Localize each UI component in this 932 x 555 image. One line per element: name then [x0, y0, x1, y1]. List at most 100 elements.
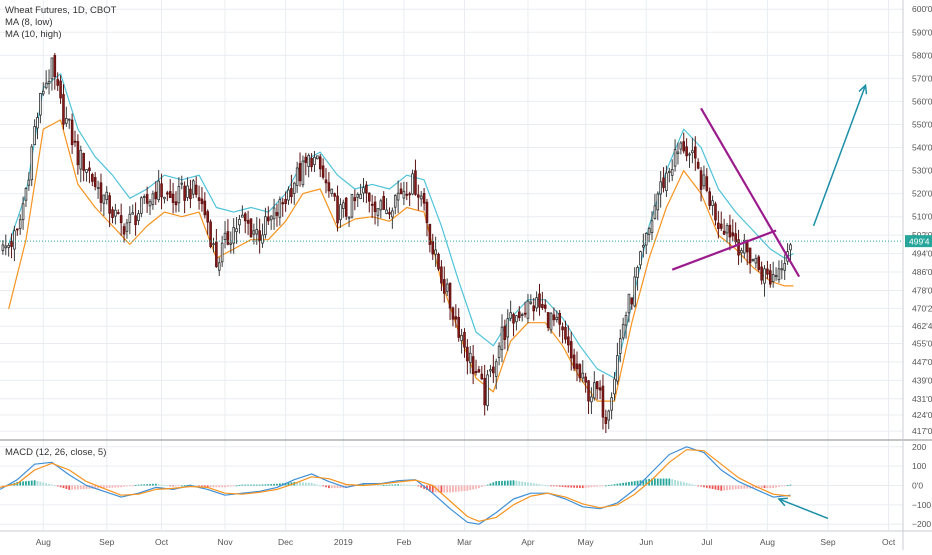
candle-body	[53, 55, 57, 78]
candle-body	[134, 215, 137, 226]
macd-histogram-bar	[460, 485, 463, 492]
last-price-badge	[905, 235, 932, 248]
candle-body	[578, 364, 582, 379]
candle-body	[771, 274, 775, 282]
candle-body	[238, 218, 241, 226]
macd-histogram-bar	[772, 485, 775, 489]
candle-body	[754, 257, 758, 264]
macd-histogram-bar	[227, 485, 229, 487]
candle-body	[93, 177, 97, 188]
time-tick-label: Jul	[701, 537, 712, 547]
macd-histogram-bar	[108, 485, 111, 488]
macd-histogram-bar	[593, 485, 596, 487]
macd-histogram-bar	[42, 482, 45, 486]
macd-histogram-bar	[163, 485, 166, 486]
macd-layer	[0, 446, 829, 525]
annotation-layer	[0, 83, 903, 278]
macd-histogram-bar	[319, 485, 322, 487]
candle-body	[509, 312, 512, 319]
candle-body	[339, 204, 342, 221]
macd-histogram-bar	[619, 483, 622, 486]
macd-histogram-bar	[126, 485, 128, 487]
macd-histogram-bar	[232, 485, 235, 487]
macd-histogram-bar	[137, 484, 140, 486]
macd-histogram-bar	[535, 483, 538, 486]
price-tick-label: 462'4	[912, 321, 932, 331]
macd-tick-label: 200	[912, 442, 926, 452]
macd-histogram-bar	[134, 485, 137, 486]
candle-body	[30, 146, 34, 181]
time-tick-label: Oct	[155, 537, 169, 547]
macd-histogram-bar	[446, 485, 449, 493]
candle-body	[679, 142, 683, 150]
candle-body	[105, 191, 109, 201]
candle-body	[73, 140, 77, 143]
macd-histogram-bar	[616, 483, 619, 486]
candle-body	[33, 126, 36, 146]
macd-histogram-bar	[599, 485, 601, 487]
macd-histogram-bar	[489, 483, 492, 486]
candle-body	[650, 220, 654, 233]
candle-body	[189, 188, 192, 200]
macd-histogram-bar	[734, 485, 737, 490]
candle-body	[581, 372, 585, 379]
candle-body	[607, 410, 611, 421]
macd-histogram-bar	[524, 482, 526, 486]
candle-body	[665, 172, 668, 191]
macd-histogram-bar	[302, 482, 304, 486]
candle-body	[376, 208, 380, 216]
macd-histogram-bar	[426, 485, 428, 491]
macd-histogram-bar	[578, 485, 581, 488]
macd-legend: MACD (12, 26, close, 5)	[5, 447, 106, 459]
candle-body	[186, 185, 189, 198]
candle-body	[183, 185, 186, 201]
macd-histogram-bar	[203, 485, 206, 487]
macd-histogram-bar	[117, 485, 120, 488]
macd-histogram-bar	[705, 485, 708, 488]
candle-body	[616, 355, 619, 382]
macd-histogram-bar	[180, 485, 183, 487]
candle-body	[367, 192, 371, 202]
macd-histogram-bar	[362, 483, 365, 486]
macd-histogram-bar	[247, 484, 250, 486]
candle-body	[174, 201, 178, 206]
candle-body	[292, 182, 296, 194]
candle-body	[148, 201, 152, 207]
candle-body	[287, 189, 290, 201]
candle-body	[79, 149, 83, 170]
candle-body	[194, 184, 198, 195]
macd-histogram-bar	[783, 485, 786, 487]
macd-histogram-bar	[630, 481, 633, 486]
candle-body	[96, 187, 100, 189]
candle-body	[70, 119, 74, 145]
time-tick-label: Sep	[99, 537, 114, 547]
candle-body	[639, 251, 642, 266]
candle-body	[717, 222, 720, 229]
macd-histogram-bar	[405, 484, 408, 486]
candle-body	[474, 371, 478, 374]
macd-histogram-bar	[515, 480, 518, 486]
candle-body	[82, 153, 85, 171]
candle-body	[88, 167, 91, 172]
candle-body	[151, 193, 155, 205]
macd-histogram-bar	[553, 485, 555, 487]
macd-histogram-bar	[567, 485, 570, 488]
candle-body	[385, 209, 388, 214]
macd-histogram-bar	[157, 484, 160, 486]
candle-body	[99, 182, 103, 203]
candle-body	[128, 213, 132, 223]
candle-body	[336, 195, 339, 224]
macd-histogram-bar	[700, 485, 702, 487]
candle-body	[471, 356, 475, 375]
macd-histogram-bar	[411, 485, 414, 486]
candle-body	[249, 218, 253, 238]
candle-body	[119, 215, 123, 224]
time-tick-label: Nov	[217, 537, 233, 547]
macd-histogram-bar	[506, 480, 509, 486]
candle-body	[523, 312, 527, 315]
price-tick-label: 560'0	[912, 96, 932, 106]
main-legend: Wheat Futures, 1D, CBOT MA (8, low) MA (…	[5, 5, 116, 41]
candle-body	[24, 188, 28, 201]
